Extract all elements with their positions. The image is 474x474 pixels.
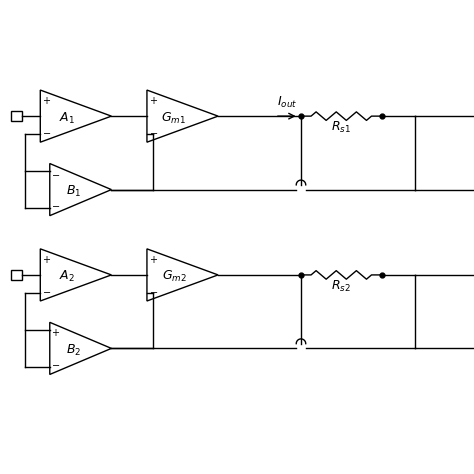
Text: $B_2$: $B_2$ xyxy=(65,343,81,358)
Text: $-$: $-$ xyxy=(148,285,158,296)
Bar xyxy=(11,111,22,121)
Text: $-$: $-$ xyxy=(51,169,61,179)
Text: $I_{out}$: $I_{out}$ xyxy=(277,95,297,110)
Text: $-$: $-$ xyxy=(51,200,61,210)
Text: $-$: $-$ xyxy=(148,127,158,137)
Text: $+$: $+$ xyxy=(148,254,158,265)
Text: $B_1$: $B_1$ xyxy=(65,184,81,199)
Text: $-$: $-$ xyxy=(42,127,51,137)
Text: $-$: $-$ xyxy=(51,359,61,369)
Bar xyxy=(11,270,22,280)
Text: $+$: $+$ xyxy=(51,327,61,338)
Text: $A_2$: $A_2$ xyxy=(59,269,75,284)
Text: $R_{s2}$: $R_{s2}$ xyxy=(331,279,351,294)
Text: $A_1$: $A_1$ xyxy=(59,110,75,126)
Text: $-$: $-$ xyxy=(42,285,51,296)
Text: $+$: $+$ xyxy=(42,254,51,265)
Text: $R_{s1}$: $R_{s1}$ xyxy=(331,120,351,135)
Text: $+$: $+$ xyxy=(148,95,158,106)
Text: $+$: $+$ xyxy=(42,95,51,106)
Text: $G_{m2}$: $G_{m2}$ xyxy=(162,269,186,284)
Text: $G_{m1}$: $G_{m1}$ xyxy=(162,110,186,126)
